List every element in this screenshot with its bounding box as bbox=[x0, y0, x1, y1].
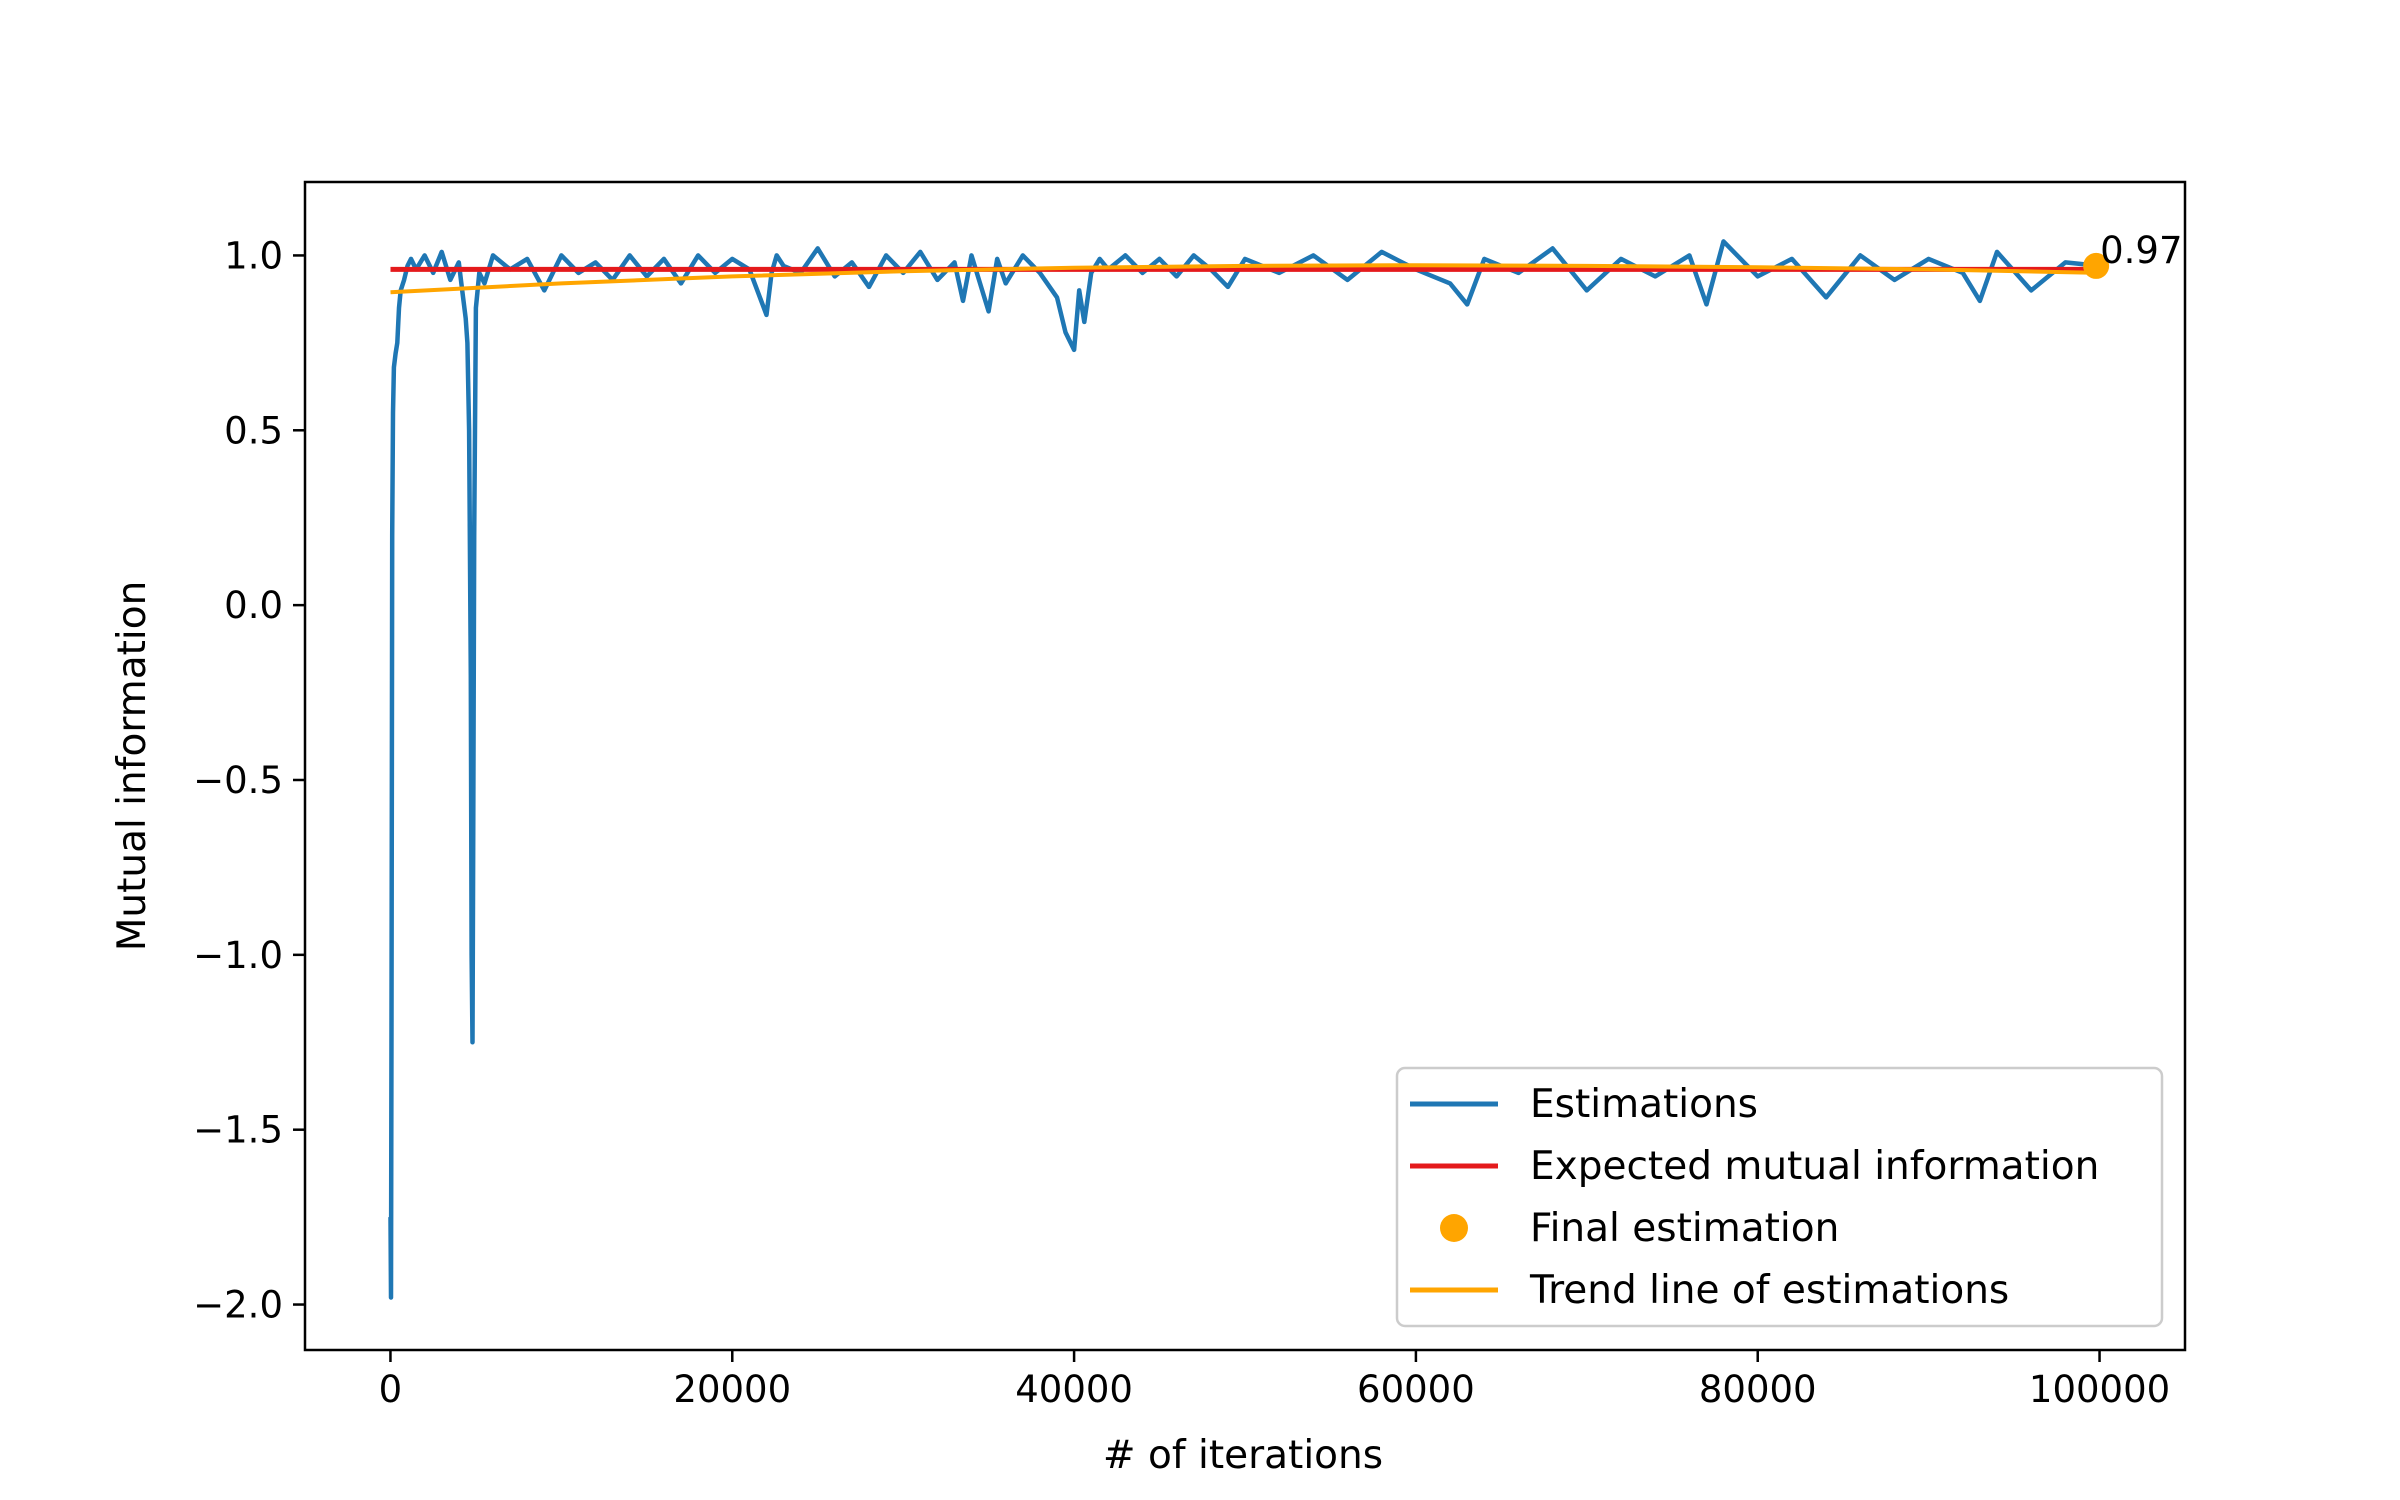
legend-box bbox=[1395, 1066, 2164, 1328]
legend-label: Estimations bbox=[1530, 1082, 1758, 1127]
y-tick-label: −0.5 bbox=[193, 759, 283, 802]
x-tick-label: 100000 bbox=[2029, 1368, 2170, 1411]
series-layer bbox=[388, 239, 2100, 1300]
y-tick-label: 0.5 bbox=[224, 409, 283, 452]
x-axis-ticks: 0 20000 40000 60000 80000 100000 bbox=[379, 1350, 2170, 1411]
x-axis-title: # of iterations bbox=[1103, 1433, 1383, 1478]
legend-swatch-dot bbox=[1440, 1214, 1468, 1242]
y-axis-title: Mutual information bbox=[110, 581, 155, 952]
legend-items: Estimations Expected mutual information Fi… bbox=[1410, 1082, 2099, 1313]
y-tick-label: −1.5 bbox=[193, 1109, 283, 1152]
x-tick-label: 0 bbox=[379, 1368, 403, 1411]
y-tick-label: 0.0 bbox=[224, 584, 283, 627]
x-tick-label: 20000 bbox=[673, 1368, 791, 1411]
final-estimation-label: 0.97 bbox=[2100, 229, 2182, 272]
x-tick-label: 80000 bbox=[1699, 1368, 1817, 1411]
legend-label: Final estimation bbox=[1530, 1206, 1839, 1251]
legend-label: Expected mutual information bbox=[1530, 1144, 2099, 1189]
plot-frame bbox=[303, 180, 2187, 1352]
y-tick-label: −1.0 bbox=[193, 934, 283, 977]
final-estimation-marker bbox=[2083, 252, 2110, 279]
y-tick-label: −2.0 bbox=[193, 1284, 283, 1327]
legend: Estimations Expected mutual information Fi… bbox=[1395, 1066, 2164, 1328]
y-axis-ticks: 1.0 0.5 0.0 −0.5 −1.0 −1.5 −2.0 bbox=[193, 234, 305, 1327]
legend-label: Trend line of estimations bbox=[1529, 1268, 2009, 1313]
x-tick-label: 60000 bbox=[1357, 1368, 1475, 1411]
y-tick-label: 1.0 bbox=[224, 234, 283, 277]
x-tick-label: 40000 bbox=[1015, 1368, 1133, 1411]
series-line-trend-line-of-estimations bbox=[390, 263, 2100, 295]
final-point-layer: 0.97 bbox=[2083, 229, 2183, 279]
